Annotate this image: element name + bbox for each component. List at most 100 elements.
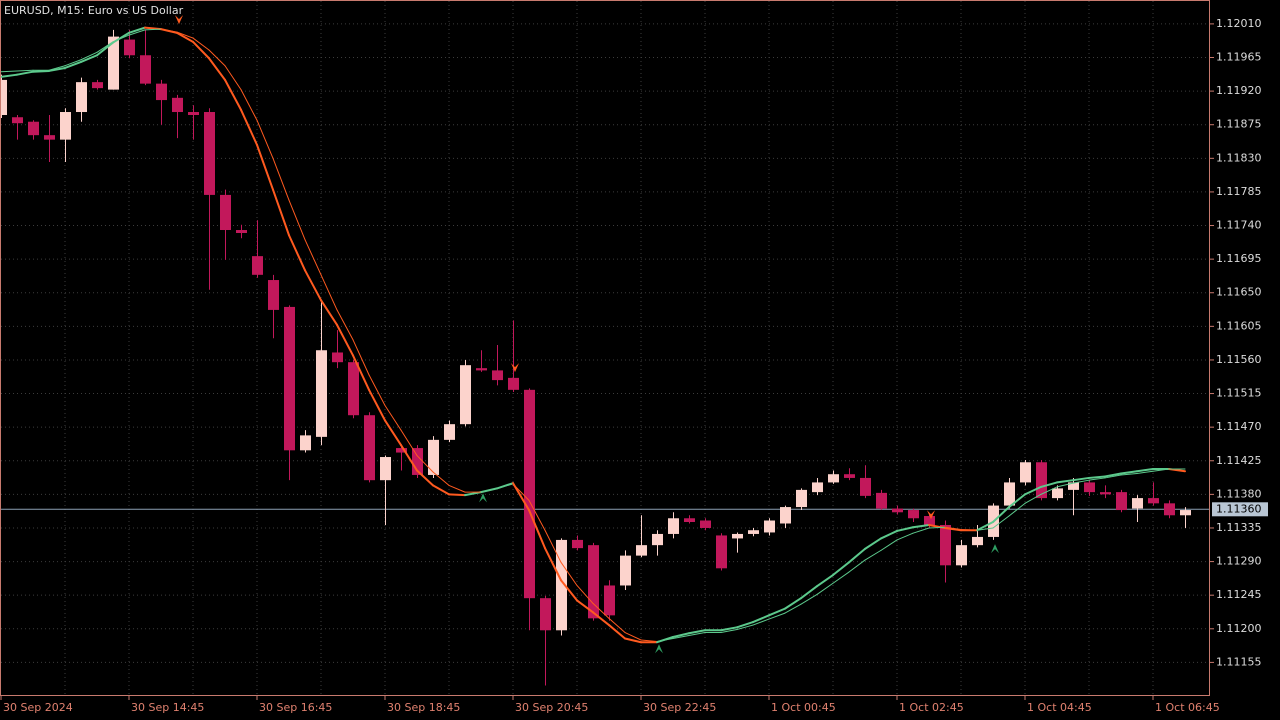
ma-segment	[416, 469, 434, 487]
ma-segment	[1104, 472, 1122, 478]
candle-body	[1036, 462, 1047, 499]
ma-segment	[896, 532, 914, 541]
ma-segment	[480, 487, 498, 493]
x-tick-label: 30 Sep 22:45	[643, 701, 716, 714]
ma-segment	[608, 617, 626, 634]
ma-segment	[736, 624, 754, 631]
candle-body	[396, 448, 407, 453]
ma-segment	[912, 527, 930, 534]
candle-body	[124, 39, 135, 56]
ma-segment	[720, 626, 738, 632]
ma-segment	[352, 339, 370, 376]
ma-segment	[896, 526, 914, 532]
ma-segment	[256, 119, 274, 159]
ma-segment	[576, 584, 594, 604]
ma-segment	[208, 57, 226, 81]
ma-segment	[992, 506, 1010, 523]
candle-body	[572, 539, 583, 549]
ma-segment	[976, 521, 994, 532]
ma-segment	[192, 37, 210, 51]
candle-body	[444, 424, 455, 440]
y-tick-label: 1.11335	[1216, 521, 1262, 534]
candle-body	[316, 350, 327, 437]
frame	[0, 0, 1210, 696]
ma-segment	[928, 526, 946, 529]
ma-segment	[448, 484, 466, 493]
x-tick-label: 1 Oct 00:45	[771, 701, 836, 714]
x-tick-label: 30 Sep 16:45	[259, 701, 332, 714]
candle-body	[460, 365, 471, 425]
candle-body	[156, 83, 167, 101]
ma-segment	[1136, 467, 1154, 473]
ma-segment	[800, 585, 818, 600]
ma-segment	[272, 157, 290, 201]
ma-segment	[336, 309, 354, 341]
ma-segment	[528, 509, 546, 550]
ma-segment	[400, 444, 418, 472]
candle-body	[924, 516, 935, 525]
ma-segment	[80, 51, 98, 61]
ma-segment	[320, 274, 338, 311]
ma-segment	[592, 602, 610, 619]
x-tick-label: 30 Sep 2024	[3, 701, 73, 714]
candle-body	[428, 439, 439, 475]
y-tick-label: 1.11515	[1216, 387, 1262, 400]
ma-segment	[816, 574, 834, 588]
ma-segment	[208, 49, 226, 67]
ma-segment	[752, 614, 770, 624]
ma-segment	[96, 41, 114, 57]
y-tick-label: 1.11830	[1216, 151, 1262, 164]
ma-segment	[720, 629, 738, 634]
ma-segment	[656, 637, 674, 642]
ma-segment	[368, 374, 386, 407]
ma-segment	[640, 639, 658, 642]
candle-body	[364, 415, 375, 481]
y-tick-label: 1.11200	[1216, 622, 1262, 635]
candle-body	[1020, 462, 1031, 483]
candle-body	[716, 535, 727, 569]
candle-body	[1148, 498, 1159, 504]
ma-segment	[672, 635, 690, 639]
x-tick-label: 30 Sep 14:45	[131, 701, 204, 714]
ma-segment	[1072, 479, 1090, 484]
candle-body	[204, 112, 215, 195]
candle-body	[76, 82, 87, 113]
ma-segment	[176, 31, 194, 39]
ma-segment	[512, 483, 530, 501]
ma-segment	[304, 239, 322, 276]
candle-body	[908, 510, 919, 519]
ma-segment	[224, 78, 242, 111]
candle-body	[220, 194, 231, 231]
ma-segment	[816, 582, 834, 595]
ma-segment	[592, 611, 610, 627]
ma-segment	[736, 621, 754, 629]
candle-body	[92, 82, 103, 89]
ma-segment	[688, 632, 706, 637]
ma-segment	[272, 188, 290, 237]
ma-segment	[80, 54, 98, 63]
ma-segment	[960, 528, 978, 531]
candle-body	[348, 362, 359, 416]
ma-segment	[240, 89, 258, 121]
candle-body	[700, 520, 711, 528]
ma-segment	[1056, 479, 1074, 484]
ma-segment	[864, 549, 882, 561]
candle-body	[412, 448, 423, 475]
candle-body	[620, 555, 631, 586]
ma-segment	[384, 419, 402, 447]
ma-segment	[1152, 468, 1170, 472]
x-tick-label: 1 Oct 06:45	[1155, 701, 1220, 714]
ma-segment	[432, 484, 450, 496]
ma-segment	[32, 69, 50, 73]
ma-segment	[560, 579, 578, 602]
x-tick-label: 1 Oct 02:45	[899, 701, 964, 714]
ma-segment	[768, 607, 786, 617]
ma-segment	[368, 388, 386, 422]
ma-segment	[48, 66, 66, 72]
y-tick-label: 1.11155	[1216, 655, 1262, 668]
axes: 1.12010 1.11965 1.11920 1.11875 1.11830 1.117…	[0, 17, 1268, 714]
price-tag	[1212, 502, 1268, 517]
y-tick-label: 1.11290	[1216, 555, 1262, 568]
x-tick-label: 30 Sep 20:45	[515, 701, 588, 714]
